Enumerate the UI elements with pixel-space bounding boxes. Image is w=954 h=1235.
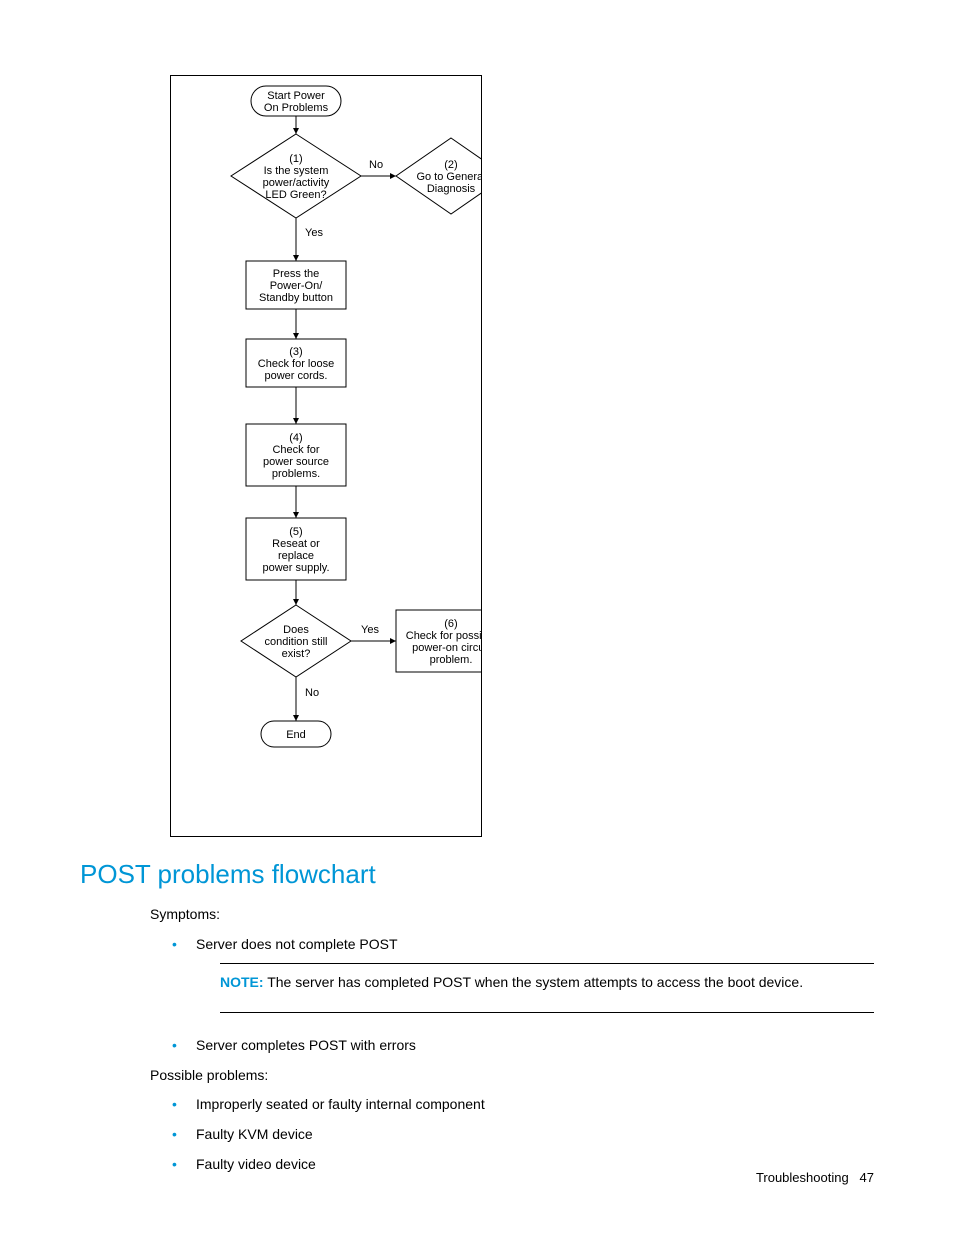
- document-page: Start PowerOn Problems(1)Is the systempo…: [0, 0, 954, 1235]
- svg-text:No: No: [305, 687, 319, 699]
- note-prefix: NOTE:: [220, 974, 264, 990]
- note-block: NOTE: The server has completed POST when…: [220, 963, 874, 1013]
- body-text: Symptoms: Server does not complete POST N…: [150, 904, 874, 1176]
- possible-label: Possible problems:: [150, 1065, 874, 1087]
- page-footer: Troubleshooting 47: [756, 1170, 874, 1185]
- list-item: Faulty KVM device: [150, 1124, 874, 1146]
- svg-text:Start PowerOn Problems: Start PowerOn Problems: [264, 90, 329, 114]
- footer-section: Troubleshooting: [756, 1170, 849, 1185]
- footer-page: 47: [860, 1170, 874, 1185]
- svg-text:Yes: Yes: [305, 227, 323, 239]
- svg-text:End: End: [286, 729, 306, 741]
- flowchart-container: Start PowerOn Problems(1)Is the systempo…: [170, 75, 482, 837]
- flowchart-svg: Start PowerOn Problems(1)Is the systempo…: [171, 76, 481, 836]
- symptoms-label: Symptoms:: [150, 904, 874, 926]
- section-heading: POST problems flowchart: [80, 859, 874, 890]
- possible-list: Improperly seated or faulty internal com…: [150, 1094, 874, 1175]
- list-item: Improperly seated or faulty internal com…: [150, 1094, 874, 1116]
- svg-text:No: No: [369, 159, 383, 171]
- list-item: Server completes POST with errors: [150, 1035, 874, 1057]
- note-wrapper: NOTE: The server has completed POST when…: [150, 963, 874, 1013]
- list-item: Server does not complete POST: [150, 934, 874, 956]
- svg-text:Yes: Yes: [361, 624, 379, 636]
- symptoms-list: Server does not complete POST NOTE: The s…: [150, 934, 874, 1057]
